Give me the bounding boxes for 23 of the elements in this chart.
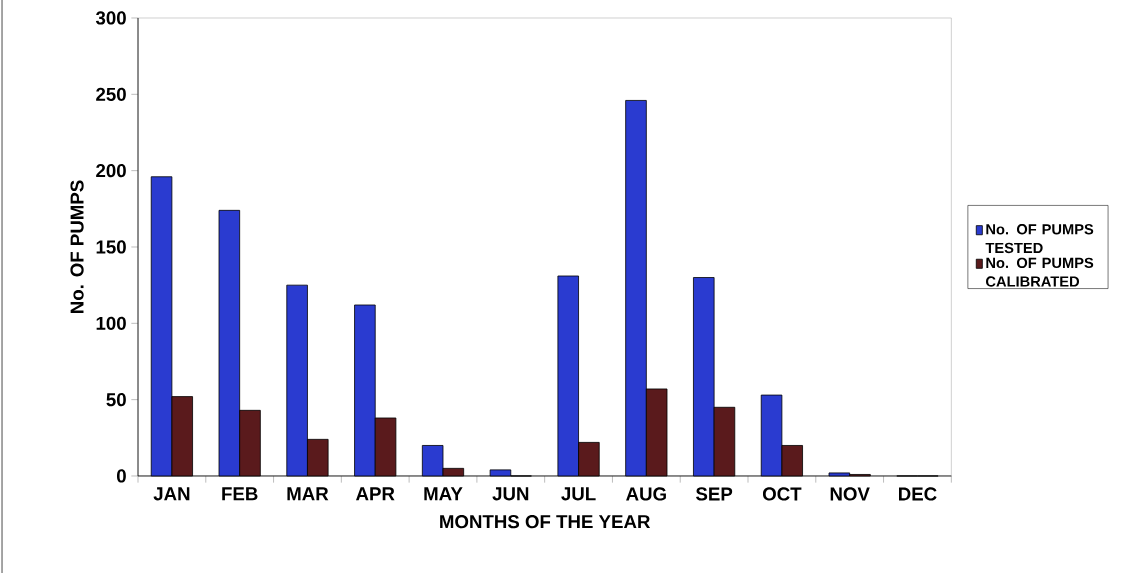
x-tick-label: JUN xyxy=(492,487,529,501)
legend-label: No. OF PUMPS TESTED xyxy=(985,224,1094,254)
y-tick-label: 300 xyxy=(95,11,126,25)
y-tick-label: 150 xyxy=(96,240,126,254)
y-tick-label: 200 xyxy=(96,164,126,178)
x-tick-label: MAR xyxy=(287,487,329,501)
x-tick-label: APR xyxy=(355,487,395,501)
x-tick-label: SEP xyxy=(695,487,733,501)
y-tick-label: 250 xyxy=(96,87,126,101)
x-axis-title: MONTHS OF THE YEAR xyxy=(440,515,651,529)
x-tick-label: MAY xyxy=(424,487,463,501)
legend-label: No. OF PUMPS CALIBRATED xyxy=(986,257,1094,287)
x-tick-label: NOV xyxy=(830,487,870,501)
x-tick-label: AUG xyxy=(626,487,666,501)
x-tick-label: JUL xyxy=(561,487,596,501)
x-tick-label: FEB xyxy=(222,487,258,501)
x-tick-label: JAN xyxy=(153,487,190,501)
y-axis-title: No. OF PUMPS xyxy=(70,180,84,313)
x-tick-label: OCT xyxy=(762,487,802,501)
y-tick-label: 0 xyxy=(116,469,126,483)
y-tick-label: 50 xyxy=(106,393,126,407)
x-tick-label: DEC xyxy=(899,487,937,501)
y-tick-label: 100 xyxy=(96,316,126,330)
